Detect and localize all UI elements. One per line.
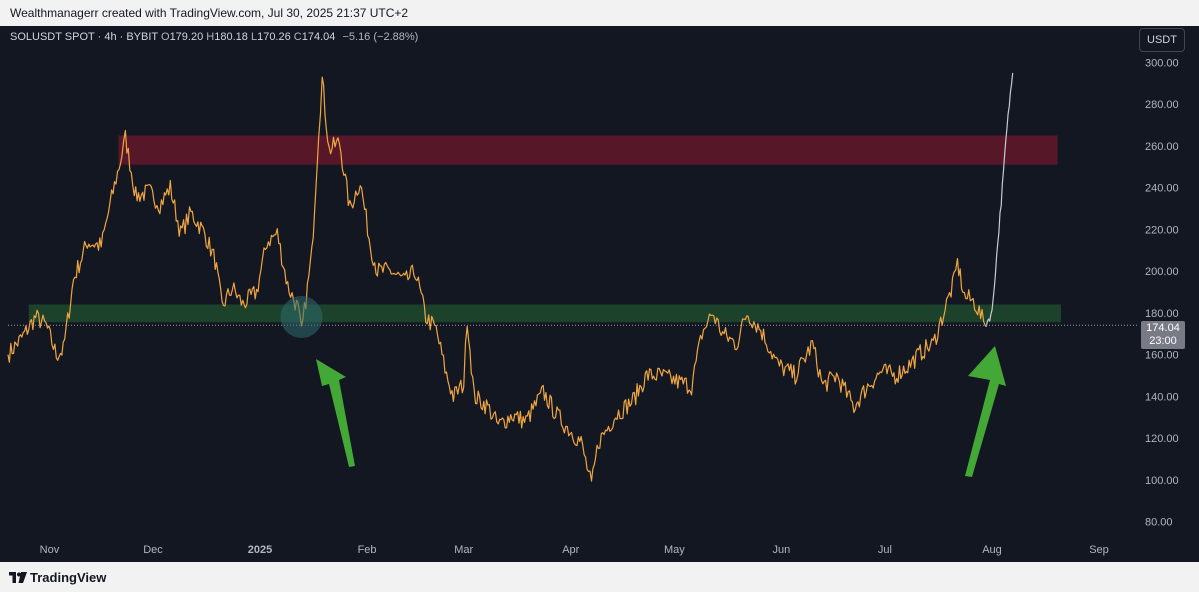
- y-tick-label: 100.00: [1145, 475, 1179, 487]
- x-tick-label: Apr: [562, 544, 579, 556]
- x-tick-label: Jun: [773, 544, 791, 556]
- x-tick-label: May: [664, 544, 685, 556]
- y-tick-label: 280.00: [1145, 99, 1179, 111]
- y-tick-label: 80.00: [1145, 517, 1173, 529]
- y-tick-label: 160.00: [1145, 350, 1179, 362]
- change-value: −5.16 (−2.88%): [342, 31, 419, 43]
- currency-button[interactable]: USDT: [1139, 28, 1185, 52]
- low-value: 170.26: [257, 31, 291, 43]
- arrow-left-icon: [316, 359, 355, 467]
- x-tick-label: Dec: [143, 544, 163, 556]
- resistance-zone: [118, 135, 1058, 165]
- last-price-label: 174.04 23:00: [1141, 321, 1185, 350]
- arrow-right-icon: [965, 346, 1006, 477]
- x-tick-label: Sep: [1089, 544, 1109, 556]
- x-tick-label: 2025: [248, 544, 272, 556]
- symbol-info[interactable]: SOLUSDT SPOT · 4h · BYBIT: [10, 31, 158, 43]
- last-price-value: 174.04: [1146, 322, 1180, 335]
- y-tick-label: 140.00: [1145, 391, 1179, 403]
- close-label: C: [293, 31, 302, 43]
- y-tick-label: 120.00: [1145, 433, 1179, 445]
- y-tick-label: 240.00: [1145, 183, 1179, 195]
- y-tick-label: 260.00: [1145, 141, 1179, 153]
- open-value: 179.20: [169, 31, 204, 43]
- open-label: O: [161, 31, 170, 43]
- y-tick-label: 300.00: [1145, 57, 1179, 69]
- footer-brand: TradingView: [30, 570, 107, 585]
- x-tick-label: Nov: [40, 544, 60, 556]
- highlight-circle: [280, 296, 323, 339]
- price-chart[interactable]: Nov Dec 2025 Feb Mar Apr May Jun Jul Aug Sep 80.00 1…: [0, 26, 1199, 562]
- high-label: H: [206, 31, 215, 43]
- y-tick-label: 200.00: [1145, 266, 1179, 278]
- high-value: 180.18: [214, 31, 248, 43]
- y-tick-label: 220.00: [1145, 224, 1179, 236]
- projection-series: [984, 72, 1014, 327]
- footer: TradingView: [0, 562, 1199, 592]
- top-bar: Wealthmanagerr created with TradingView.…: [0, 0, 1199, 26]
- bar-countdown: 23:00: [1149, 335, 1177, 348]
- tradingview-logo-icon: [9, 572, 27, 583]
- y-tick-label: 180.00: [1145, 308, 1179, 320]
- author-credit: Wealthmanagerr created with TradingView.…: [10, 6, 409, 20]
- x-tick-label: Aug: [982, 544, 1002, 556]
- chart-area[interactable]: Nov Dec 2025 Feb Mar Apr May Jun Jul Aug Sep 80.00 1…: [0, 26, 1199, 562]
- x-tick-label: Feb: [358, 544, 377, 556]
- price-series: [7, 76, 986, 482]
- ohlc-legend: SOLUSDT SPOT · 4h · BYBIT O179.20 H180.1…: [10, 31, 418, 43]
- support-zone: [28, 304, 1062, 323]
- close-value: 174.04: [301, 31, 336, 43]
- x-tick-label: Mar: [454, 544, 473, 556]
- x-tick-label: Jul: [878, 544, 892, 556]
- low-label: L: [250, 31, 258, 43]
